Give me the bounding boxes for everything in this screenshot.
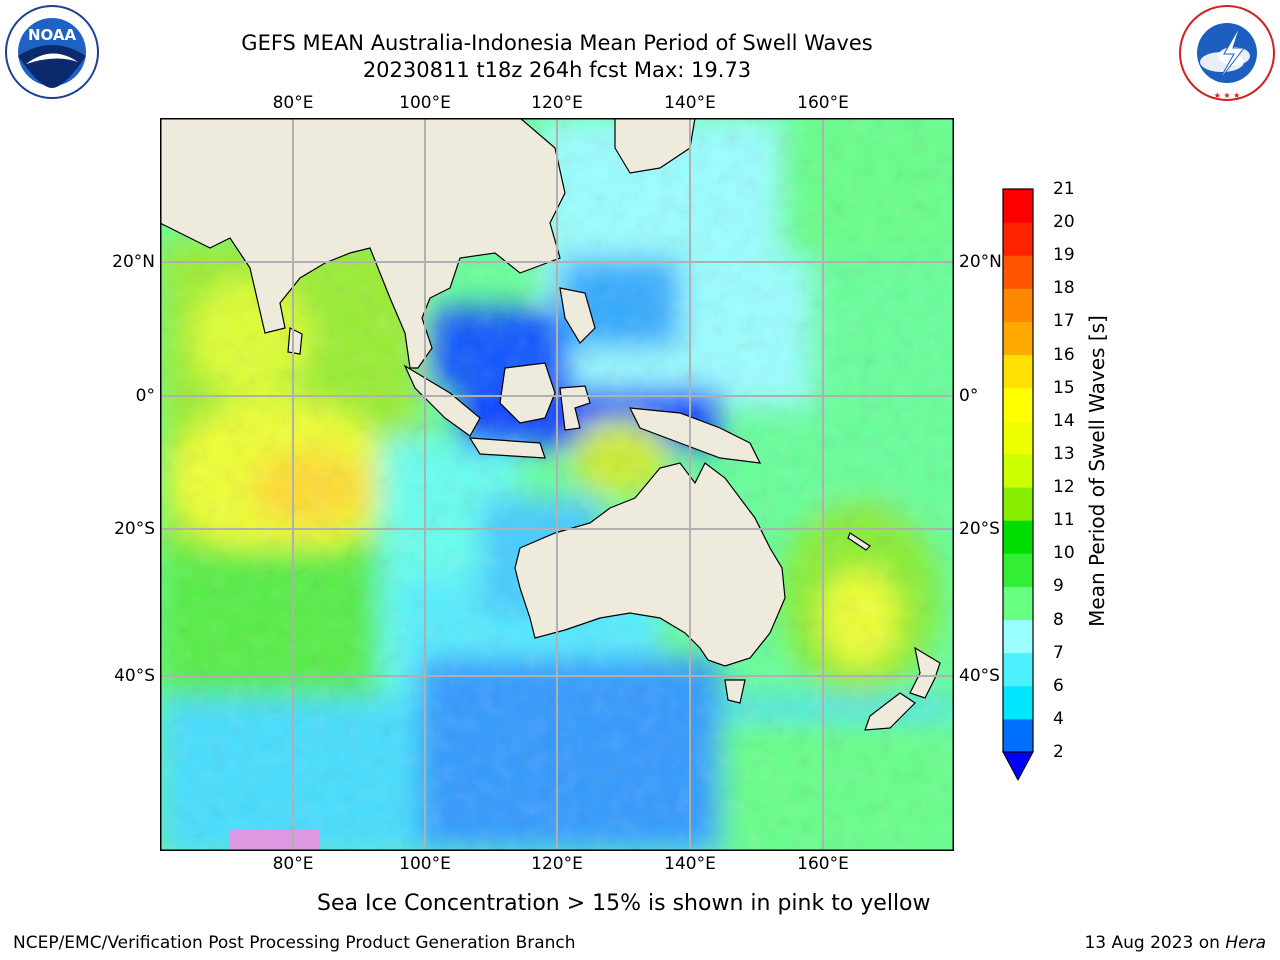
lon-tick-bottom: 160°E [797,854,849,874]
colorbar-block [1003,387,1033,422]
colorbar-block [1003,619,1033,654]
colorbar-tick-label: 6 [1053,675,1064,696]
chart-subtitle: 20230811 t18z 264h fcst Max: 19.73 [362,58,752,82]
chart-title: GEFS MEAN Australia-Indonesia Mean Perio… [241,31,873,55]
colorbar-tick-label: 20 [1053,212,1075,233]
colorbar-tick-label: 16 [1053,344,1075,365]
colorbar-tick-label: 7 [1053,642,1064,663]
lon-tick-bottom: 140°E [664,854,716,874]
colorbar-title: Mean Period of Swell Waves [s] [1085,315,1109,627]
lon-tick-top: 160°E [797,93,849,113]
colorbar-blocks [1003,189,1033,753]
colorbar-block [1003,685,1033,720]
map-frame [160,118,954,851]
lat-tick-left: 0° [135,386,155,406]
colorbar-tick-label: 9 [1053,576,1064,597]
colorbar-block [1003,288,1033,322]
lon-tick-top: 80°E [272,93,314,113]
colorbar [1002,188,1034,782]
lon-tick-top: 120°E [531,93,583,113]
colorbar-block [1003,718,1033,753]
lon-tick-bottom: 100°E [399,854,451,874]
colorbar-block [1003,453,1033,488]
colorbar-block [1003,222,1033,256]
noaa-logo: NOAA [5,5,99,99]
colorbar-tick-label: 12 [1053,477,1075,498]
colorbar-block [1003,255,1033,289]
colorbar-tick-label: 19 [1053,245,1075,266]
colorbar-tick-label: 2 [1053,742,1064,762]
graticule [160,118,954,851]
colorbar-tick-label: 10 [1053,543,1075,564]
colorbar-block [1003,586,1033,621]
colorbar-tick-label: 14 [1053,410,1075,431]
colorbar-tick-label: 8 [1053,609,1064,630]
footer-date-text: 13 Aug 2023 on [1084,933,1226,953]
lat-tick-right: 0° [959,386,979,406]
colorbar-block [1003,354,1033,389]
colorbar-block [1003,420,1033,455]
lat-tick-left: 20°S [114,519,155,539]
svg-text:★ ★ ★: ★ ★ ★ [1214,91,1241,100]
colorbar-block [1003,520,1033,554]
lon-tick-bottom: 120°E [531,854,583,874]
colorbar-block [1003,487,1033,521]
colorbar-tick-label: 11 [1053,510,1075,531]
swell-period-map [160,118,954,851]
colorbar-tick-label: 13 [1053,443,1075,464]
lat-tick-right: 20°S [959,519,1000,539]
lat-tick-right: 40°S [959,666,1000,686]
colorbar-extend-min [1002,751,1034,782]
colorbar-tick-label: 18 [1053,278,1075,299]
noaa-logo-text: NOAA [28,26,77,44]
lat-tick-left: 40°S [114,666,155,686]
lat-tick-right: 20°N [959,252,1002,272]
colorbar-tick-label: 4 [1053,708,1064,729]
lon-tick-bottom: 80°E [272,854,314,874]
footer-credit: NCEP/EMC/Verification Post Processing Pr… [13,933,576,953]
colorbar-block [1003,652,1033,687]
footer-date: 13 Aug 2023 on Hera [1084,933,1266,953]
colorbar-block [1003,321,1033,356]
colorbar-tick-label: 17 [1053,311,1075,332]
colorbar-tick-label: 15 [1053,377,1075,398]
lat-tick-left: 20°N [112,252,155,272]
lon-tick-top: 140°E [664,93,716,113]
colorbar-tick-label: 21 [1053,179,1075,199]
sea-ice-patch [230,830,320,851]
lon-tick-top: 100°E [399,93,451,113]
coastlines [160,118,941,731]
footer-host: Hera [1225,933,1266,953]
nws-logo: ★ ★ ★ [1179,5,1275,101]
sea-ice-note: Sea Ice Concentration > 15% is shown in … [317,891,931,916]
colorbar-block [1003,553,1033,587]
colorbar-block [1003,189,1033,223]
colorbar-frame [1002,188,1034,753]
